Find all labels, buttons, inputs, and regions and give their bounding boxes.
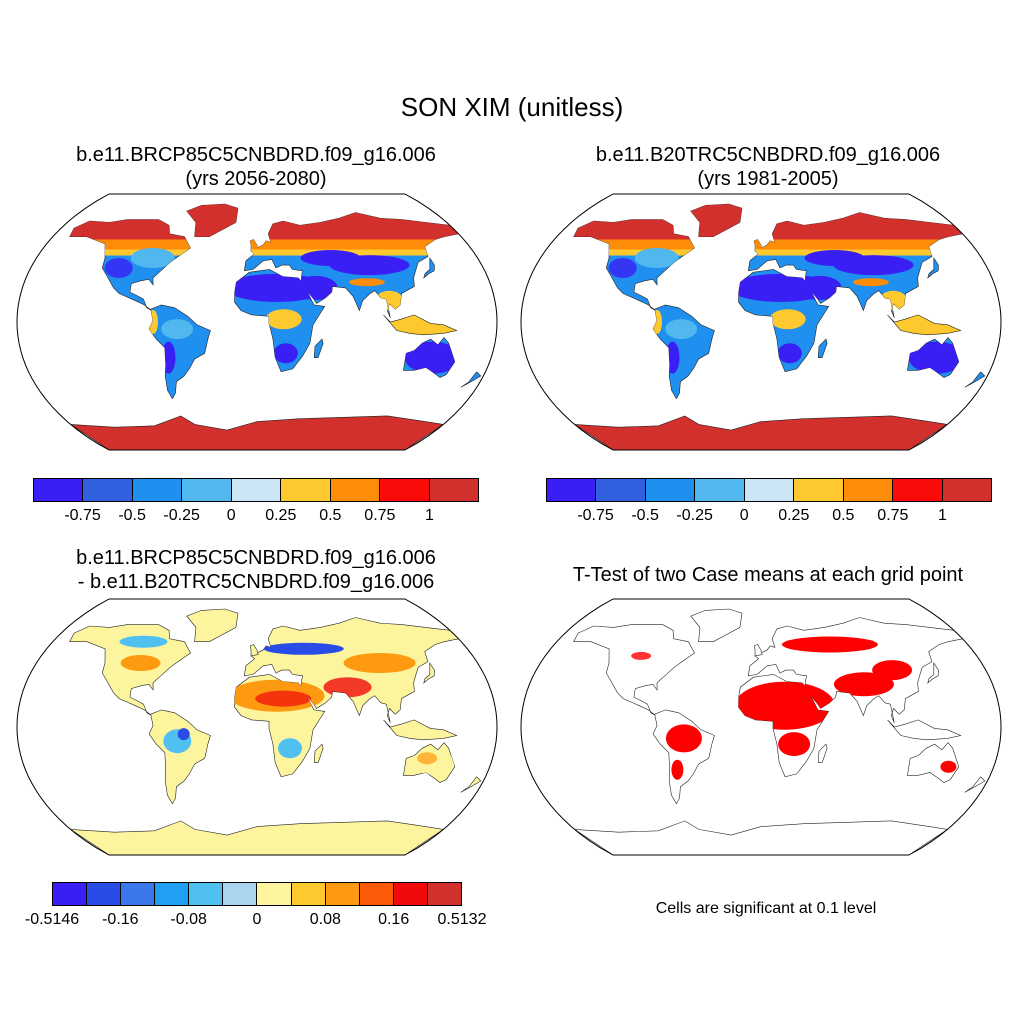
colorbar-swatch — [121, 883, 156, 905]
colorbar-historical — [546, 478, 992, 502]
colorbar-tick-label: 0.5132 — [437, 911, 487, 928]
colorbar-tick-label: -0.5 — [631, 507, 659, 524]
colorbar-tick-label: -0.08 — [170, 911, 207, 928]
colorbar-swatch — [223, 883, 258, 905]
colorbar-tick-label: 0.08 — [309, 911, 341, 928]
colorbar-swatch — [325, 883, 360, 905]
land-layer — [573, 203, 986, 450]
colorbar-swatch — [155, 883, 190, 905]
panel-title-difference-line1: b.e11.BRCP85C5CNBDRD.f09_g16.006 — [76, 547, 436, 569]
colorbar-swatch — [83, 479, 133, 501]
significance-note: Cells are significant at 0.1 level — [655, 900, 877, 917]
panel-title-difference: b.e11.BRCP85C5CNBDRD.f09_g16.006 - b.e11… — [20, 546, 492, 594]
colorbar-tick-label: 0 — [226, 507, 236, 524]
colorbar-future — [33, 478, 479, 502]
map-outline — [520, 598, 1002, 856]
colorbar-swatch — [231, 479, 282, 501]
figure-title: SON XIM (unitless) — [400, 92, 624, 122]
colorbar-difference — [52, 882, 462, 906]
colorbar-tick-label: -0.75 — [577, 507, 614, 524]
colorbar-swatch — [257, 883, 292, 905]
panel-title-ttest: T-Test of two Case means at each grid po… — [572, 564, 964, 586]
land-layer — [69, 203, 482, 450]
colorbar-swatch — [330, 479, 381, 501]
colorbar-swatch — [893, 479, 943, 501]
map-outline — [16, 598, 498, 856]
colorbar-tick-label: -0.5146 — [24, 911, 80, 928]
map-significance — [520, 598, 1002, 856]
panel-title-future-line1: b.e11.BRCP85C5CNBDRD.f09_g16.006 — [76, 144, 436, 166]
colorbar-swatch — [645, 479, 696, 501]
colorbar-swatch — [942, 479, 991, 501]
colorbar-swatch — [87, 883, 122, 905]
colorbar-swatch — [695, 479, 745, 501]
colorbar-swatch — [182, 479, 232, 501]
panel-title-historical-line1: b.e11.B20TRC5CNBDRD.f09_g16.006 — [595, 144, 941, 166]
panel-title-historical: b.e11.B20TRC5CNBDRD.f09_g16.006 (yrs 198… — [532, 143, 1004, 191]
colorbar-swatch — [843, 479, 894, 501]
colorbar-swatch — [380, 479, 430, 501]
colorbar-tick-label: -0.16 — [102, 911, 139, 928]
colorbar-tick-label: 0.25 — [265, 507, 297, 524]
map-outline — [16, 193, 498, 451]
colorbar-swatch — [53, 883, 88, 905]
map-difference — [16, 598, 498, 856]
colorbar-tick-label: 0 — [739, 507, 749, 524]
colorbar-tick-label: -0.25 — [163, 507, 200, 524]
colorbar-swatch — [291, 883, 326, 905]
colorbar-tick-label: -0.75 — [64, 507, 101, 524]
colorbar-swatch — [359, 883, 394, 905]
colorbar-tick-label: 0.25 — [778, 507, 810, 524]
colorbar-tick-label: -0.25 — [676, 507, 713, 524]
colorbar-swatch — [189, 883, 224, 905]
panel-title-difference-line2: - b.e11.B20TRC5CNBDRD.f09_g16.006 — [77, 571, 435, 593]
colorbar-swatch — [744, 479, 795, 501]
colorbar-swatch — [794, 479, 844, 501]
panel-title-future-line2: (yrs 2056-2080) — [185, 168, 327, 190]
colorbar-swatch — [596, 479, 646, 501]
colorbar-tick-label: 0.16 — [378, 911, 410, 928]
colorbar-tick-label: 0.75 — [364, 507, 396, 524]
colorbar-swatch — [427, 883, 461, 905]
colorbar-tick-label: 0.75 — [877, 507, 909, 524]
colorbar-tick-label: 1 — [937, 507, 947, 524]
colorbar-tick-label: 1 — [424, 507, 434, 524]
land-layer — [573, 608, 986, 855]
colorbar-swatch — [34, 479, 84, 501]
colorbar-swatch — [132, 479, 183, 501]
panel-title-historical-line2: (yrs 1981-2005) — [697, 168, 839, 190]
map-outline — [520, 193, 1002, 451]
colorbar-tick-label: 0.5 — [832, 507, 855, 524]
map-historical — [520, 193, 1002, 451]
colorbar-swatch — [281, 479, 331, 501]
colorbar-tick-label: -0.5 — [118, 507, 146, 524]
colorbar-swatch — [547, 479, 597, 501]
colorbar-swatch — [393, 883, 428, 905]
colorbar-tick-label: 0.5 — [319, 507, 342, 524]
map-future — [16, 193, 498, 451]
colorbar-swatch — [429, 479, 478, 501]
panel-title-future: b.e11.BRCP85C5CNBDRD.f09_g16.006 (yrs 20… — [20, 143, 492, 191]
land-layer — [69, 608, 482, 855]
colorbar-tick-label: 0 — [252, 911, 262, 928]
